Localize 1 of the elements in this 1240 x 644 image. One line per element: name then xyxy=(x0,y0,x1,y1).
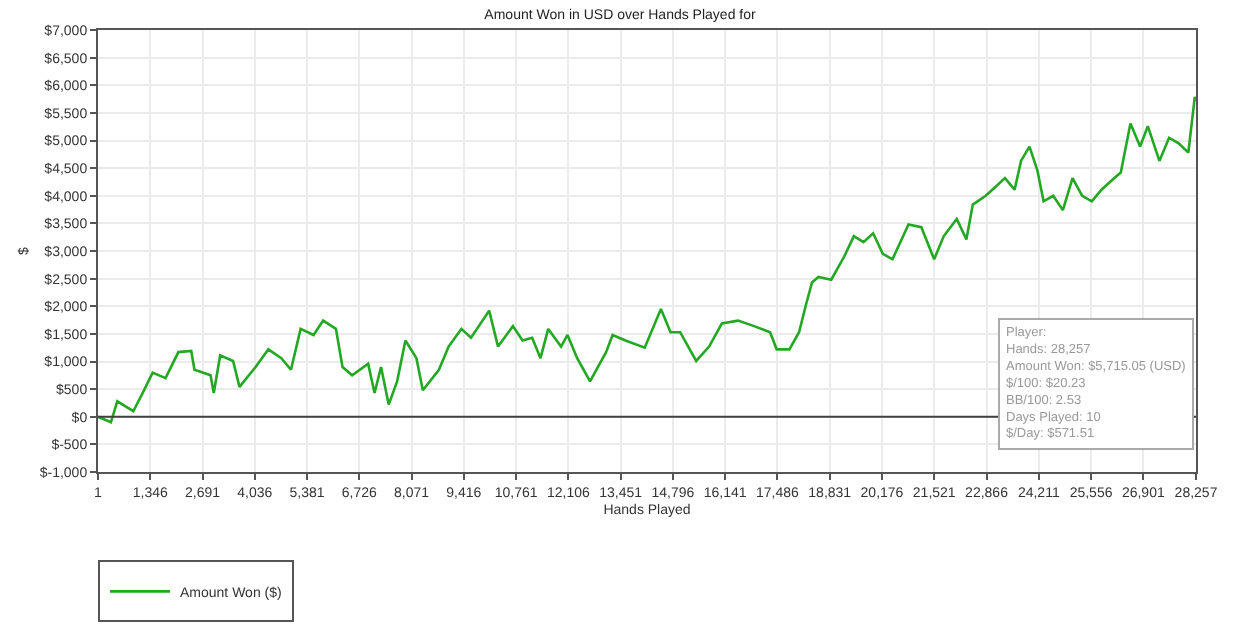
line-series xyxy=(98,95,1196,424)
